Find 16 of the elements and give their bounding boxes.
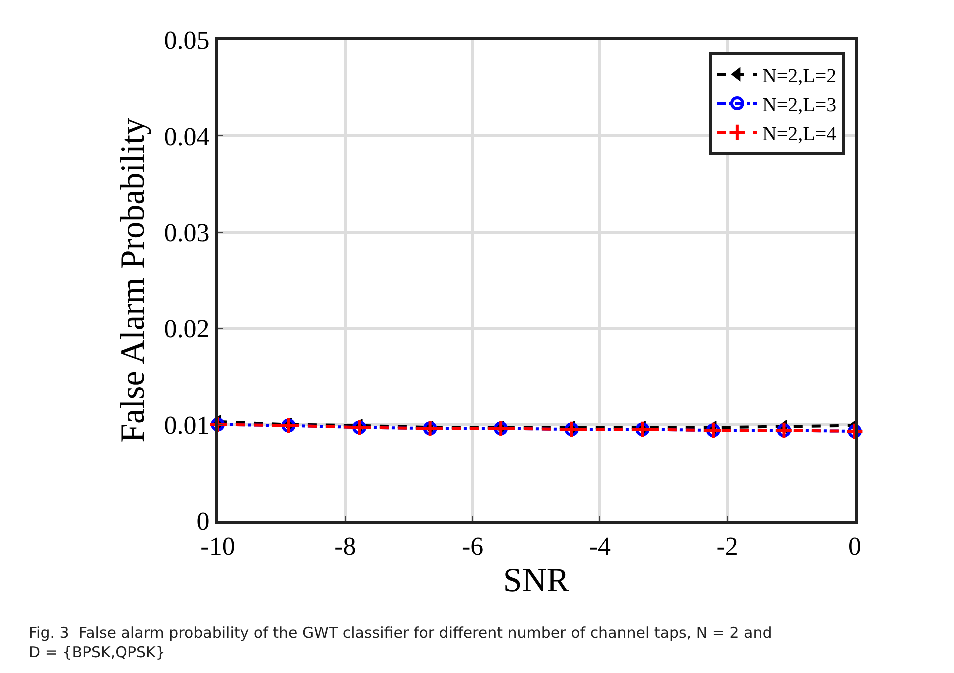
legend-label: N=2,L=3 — [762, 94, 837, 116]
x-tick-label: -6 — [462, 532, 484, 562]
x-tick-label: -4 — [589, 532, 612, 562]
legend-label: N=2,L=4 — [762, 123, 837, 146]
x-tick-label: 0 — [848, 532, 862, 562]
x-axis-title: SNR — [503, 562, 570, 600]
caption: Fig. 3 False alarm probability of the GWT classifier for different number of channel taps, N = 2 and D = {BPSK,QPSK} — [29, 624, 772, 662]
y-tick-label: 0.01 — [164, 410, 210, 440]
y-tick-label: 0.02 — [164, 314, 210, 344]
y-axis-title: False Alarm Probability — [114, 118, 152, 443]
y-tick-label: 0.03 — [164, 218, 210, 248]
y-tick-label: 0.04 — [164, 122, 210, 152]
x-tick-label: -2 — [716, 532, 738, 562]
legend-label: N=2,L=2 — [762, 65, 837, 88]
x-tick-label: -8 — [334, 532, 356, 562]
y-tick-label: 0.05 — [164, 26, 210, 56]
